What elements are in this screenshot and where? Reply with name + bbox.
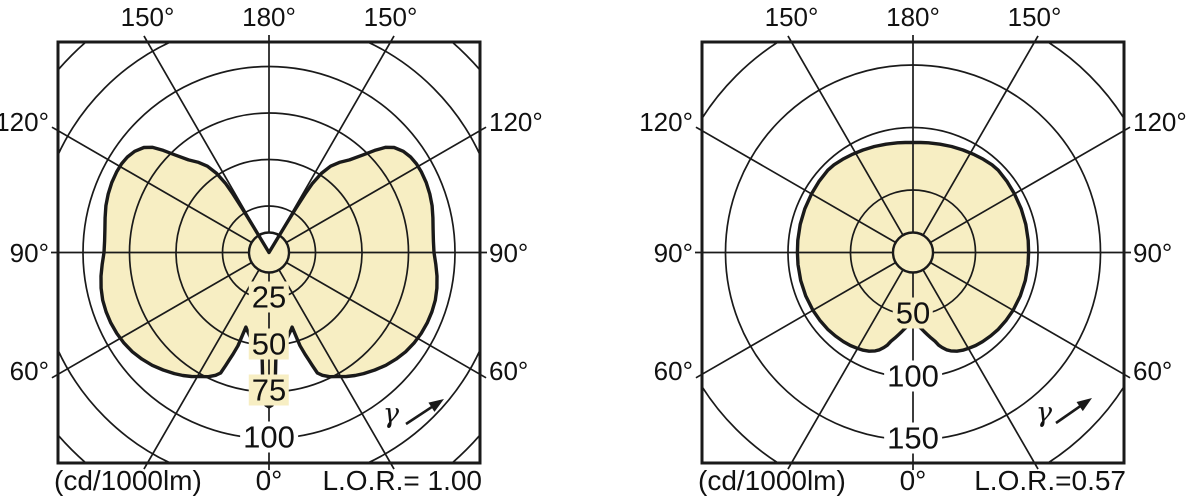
polar-chart-left bbox=[51, 35, 487, 470]
gamma-direction-arrow bbox=[428, 399, 444, 412]
gamma-direction-arrow bbox=[1076, 398, 1092, 412]
polar-chart-right bbox=[695, 35, 1131, 470]
